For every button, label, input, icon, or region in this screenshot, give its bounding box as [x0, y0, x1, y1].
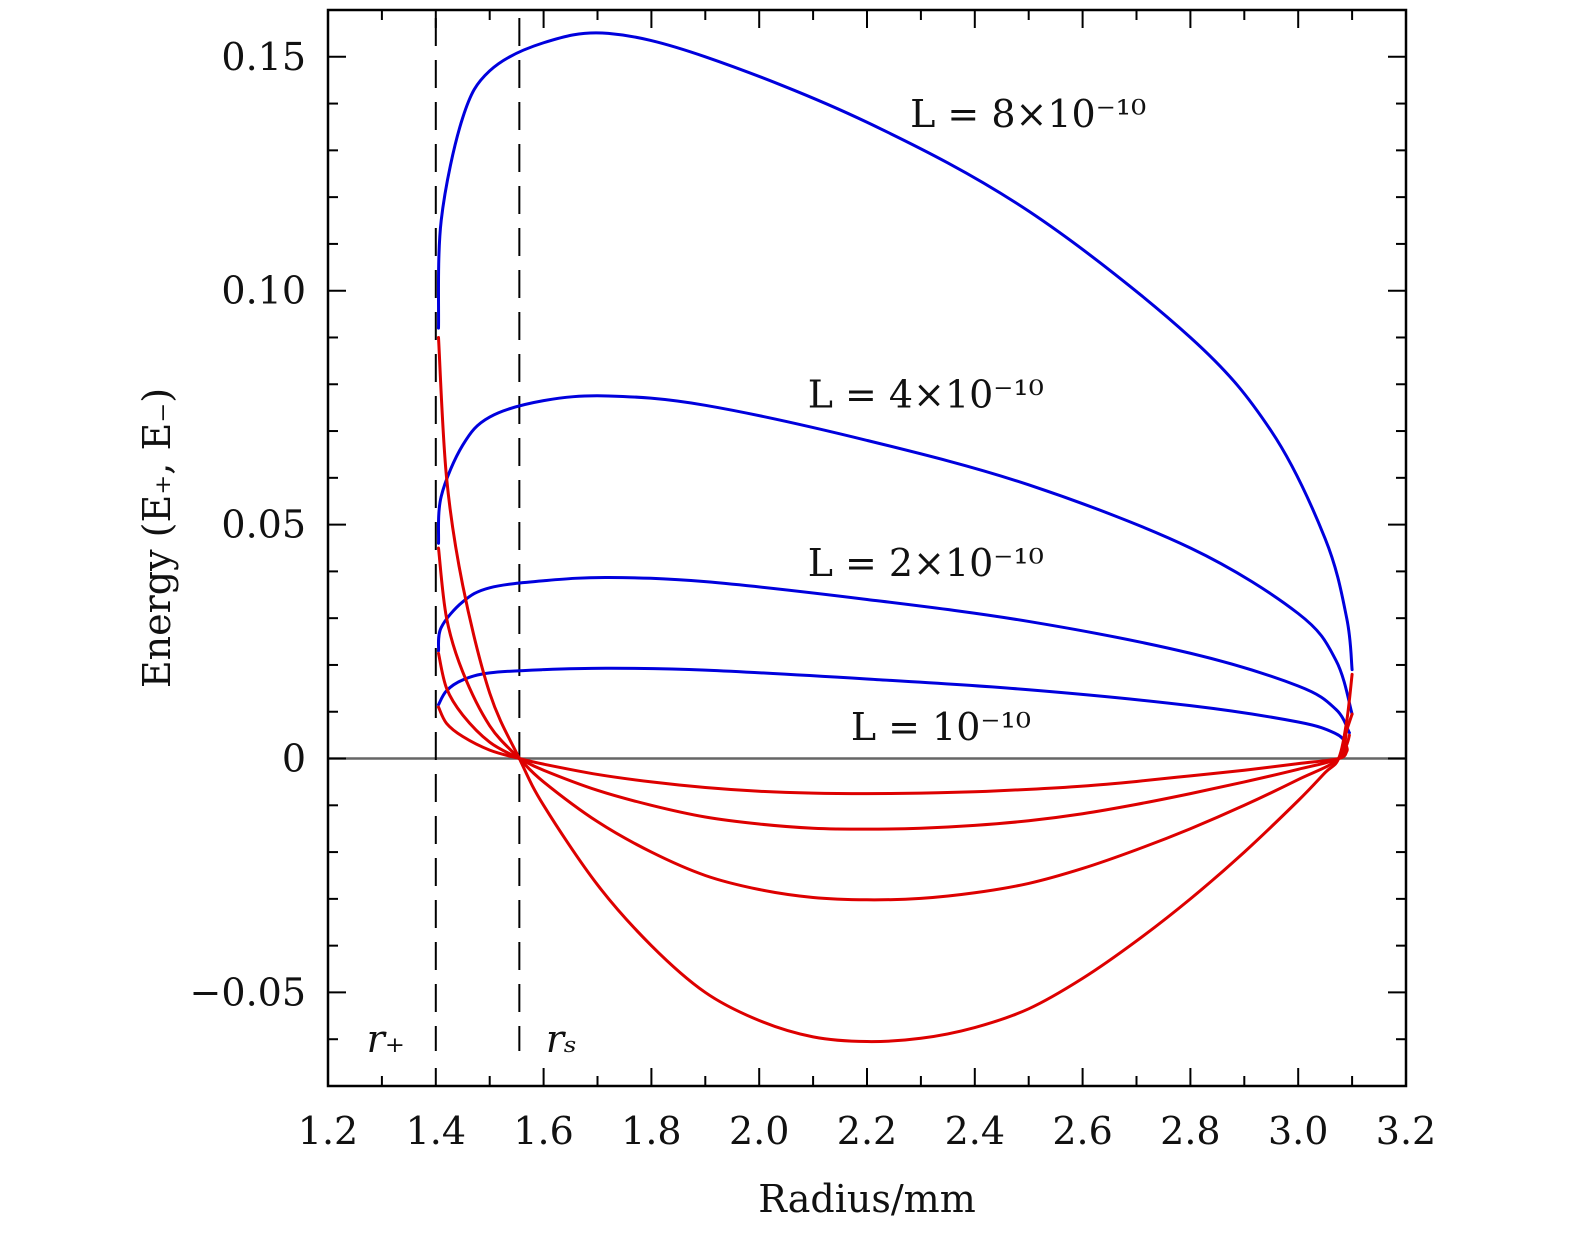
x-tick-label: 3.2: [1376, 1109, 1436, 1153]
labels-layer: 1.2 1.4 1.6 1.8 2.0 2.2 2.4 2.6 2.8 3.0 3.2 −0.05 0 0…: [135, 35, 1436, 1221]
x-tick-label: 1.8: [621, 1109, 681, 1153]
y-tick-label: 0.10: [221, 269, 306, 313]
y-tick-label: 0: [282, 737, 306, 781]
y-tick-label: 0.15: [221, 35, 306, 79]
series-line-e-minus-7: [437, 705, 1349, 796]
x-axis-title: Radius/mm: [758, 1177, 975, 1221]
x-tick-label: 3.0: [1268, 1109, 1328, 1153]
reference-line-label: r₊: [367, 1017, 405, 1061]
series-line-e-plus-1: [436, 394, 1354, 716]
curve-label: L = 2×10⁻¹⁰: [808, 541, 1044, 585]
x-tick-label: 1.2: [298, 1109, 358, 1153]
series-line-e-minus-6: [437, 651, 1351, 831]
curve-label: L = 4×10⁻¹⁰: [808, 373, 1044, 417]
x-tick-label: 1.4: [406, 1109, 466, 1153]
curve-label: L = 8×10⁻¹⁰: [910, 92, 1146, 136]
x-tick-label: 2.6: [1052, 1109, 1112, 1153]
series-line-e-minus-4: [437, 335, 1354, 1044]
series-line-e-plus-2: [436, 575, 1351, 735]
reference-line-label: rₛ: [546, 1017, 577, 1061]
y-axis-title: Energy (E₊, E₋): [135, 388, 179, 688]
y-tick-label: −0.05: [190, 970, 306, 1014]
x-tick-label: 1.6: [513, 1109, 573, 1153]
series-line-e-minus-5: [437, 546, 1354, 902]
y-tick-label: 0.05: [221, 503, 306, 547]
axes-layer: [326, 8, 1408, 1088]
series-line-e-plus-0: [436, 31, 1354, 672]
series-line-e-plus-3: [437, 666, 1349, 746]
x-tick-label: 2.0: [729, 1109, 789, 1153]
lines-layer: [328, 18, 1406, 1051]
x-tick-label: 2.2: [837, 1109, 897, 1153]
x-tick-label: 2.4: [945, 1109, 1005, 1153]
x-tick-label: 2.8: [1160, 1109, 1220, 1153]
curve-label: L = 10⁻¹⁰: [851, 705, 1031, 749]
